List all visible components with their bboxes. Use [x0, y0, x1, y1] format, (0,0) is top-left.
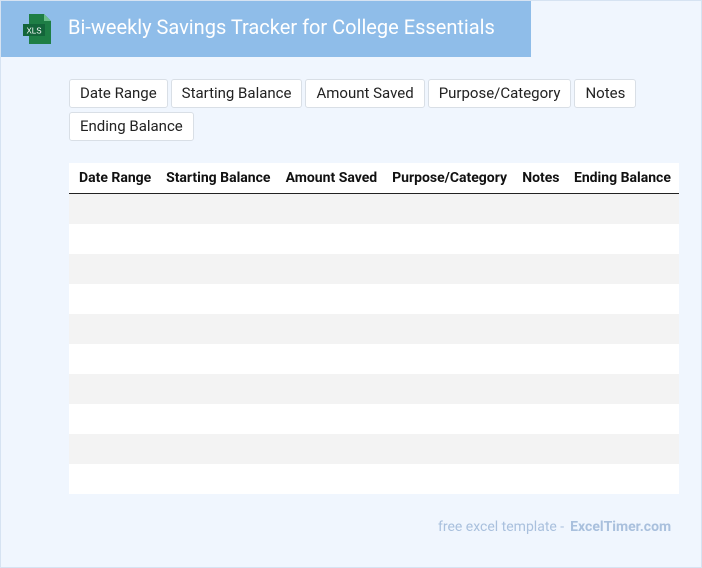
column-header: Notes: [515, 163, 567, 194]
row-cell: [69, 344, 679, 374]
chip-list: Date Range Starting Balance Amount Saved Pu…: [69, 79, 669, 141]
table-row: [69, 404, 679, 434]
xls-icon: XLS: [23, 14, 51, 44]
header-row: Date Range Starting Balance Amount Saved Pu…: [69, 163, 679, 194]
chip[interactable]: Ending Balance: [69, 112, 194, 141]
table-row: [69, 344, 679, 374]
table-row: [69, 254, 679, 284]
row-cell: [69, 284, 679, 314]
table-row: [69, 193, 679, 224]
row-cell: [69, 254, 679, 284]
icon-label: XLS: [26, 27, 41, 36]
column-header: Starting Balance: [159, 163, 279, 194]
chip[interactable]: Starting Balance: [170, 79, 303, 108]
footer-text: free excel template -: [438, 519, 565, 535]
title: Bi-weekly Savings Tracker for College Es…: [68, 15, 495, 39]
chip[interactable]: Amount Saved: [305, 79, 425, 108]
table-row: [69, 314, 679, 344]
row-cell: [69, 464, 679, 494]
column-header: Amount Saved: [278, 163, 386, 194]
column-header: Ending Balance: [566, 163, 679, 194]
table-row: [69, 464, 679, 494]
chip[interactable]: Notes: [574, 79, 637, 108]
column-header: Date Range: [69, 163, 160, 194]
banner: XLS Bi-weekly Savings Tracker for Colleg…: [1, 1, 531, 57]
table-row: [69, 224, 679, 254]
table: Date Range Starting Balance Amount Saved Pu…: [69, 163, 679, 494]
table-container: Date Range Starting Balance Amount Saved Pu…: [69, 163, 679, 494]
row-cell: [69, 374, 679, 404]
footer-brand[interactable]: ExcelTimer.com: [570, 519, 672, 535]
row-cell: [69, 224, 679, 254]
footer: free excel template - ExcelTimer.com: [438, 519, 671, 535]
table-row: [69, 374, 679, 404]
table-row: [69, 284, 679, 314]
chip[interactable]: Purpose/Category: [427, 79, 572, 108]
table-body: [69, 193, 679, 495]
row-cell: [69, 193, 679, 224]
table-row: [69, 434, 679, 464]
row-cell: [69, 314, 679, 344]
row-cell: [69, 404, 679, 434]
row-cell: [69, 434, 679, 464]
column-header: Purpose/Category: [385, 163, 516, 194]
chip[interactable]: Date Range: [69, 79, 168, 108]
